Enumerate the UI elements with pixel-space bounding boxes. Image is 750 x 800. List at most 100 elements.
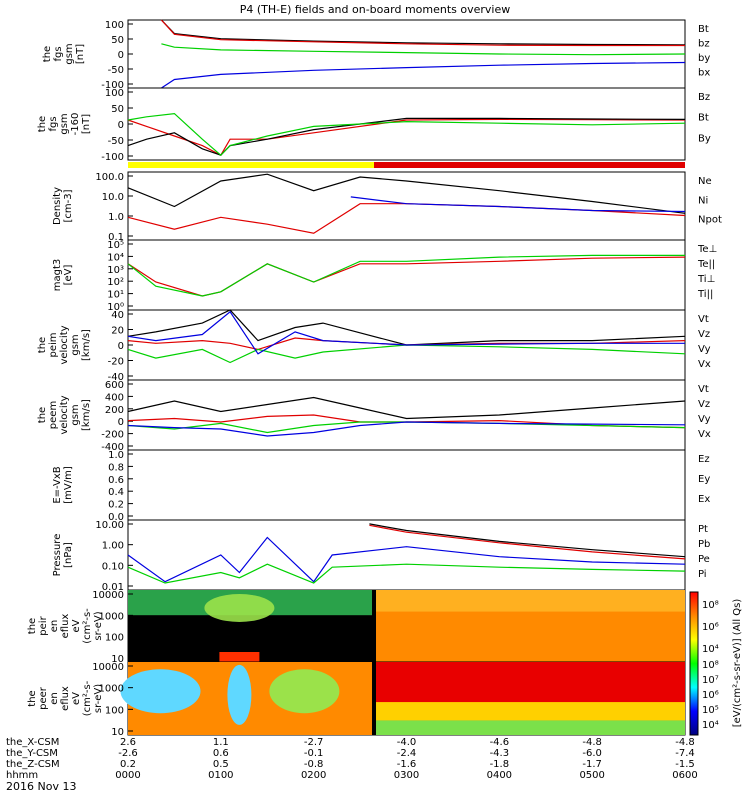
y-axis-label: gsm — [64, 43, 75, 64]
y-axis-label: fgs — [48, 116, 59, 131]
y-axis-label: peem — [48, 401, 59, 429]
ephemeris-value: -0.8 — [304, 759, 324, 770]
ephemeris-value: 0400 — [487, 770, 512, 781]
y-axis-label: eflux — [60, 686, 71, 711]
legend-entry: Vz — [698, 329, 710, 340]
y-tick-label: 100 — [105, 20, 124, 31]
panel-frame — [127, 239, 686, 311]
y-tick-label: 10000 — [92, 590, 124, 601]
legend-entry: Bt — [698, 113, 709, 124]
y-tick-label: 10³ — [107, 265, 124, 276]
y-axis-label: the — [42, 46, 53, 62]
legend-entry: Ne — [698, 176, 712, 187]
legend-entry: Pt — [698, 524, 708, 535]
y-tick-label: 10¹ — [107, 290, 124, 301]
ephemeris-table: the_X-CSM 2.6 1.1 -2.7 -4.0 -4.6 -4.8 -4.8 the_Y… — [6, 737, 698, 781]
y-tick-label: 10² — [107, 277, 124, 288]
panel-efield — [127, 449, 686, 521]
colorbar-tick: 10⁷ — [702, 675, 719, 686]
colorbar — [689, 591, 699, 736]
peir-hot-spot — [219, 652, 260, 662]
peer-cyan-1 — [120, 669, 201, 714]
y-axis-label: E=-VxB — [52, 466, 63, 503]
series-line-Vy — [127, 344, 686, 364]
y-tick-label: 100.0 — [95, 172, 124, 183]
colorbar-tick: 10⁵ — [702, 705, 719, 716]
y-tick-label: 1000 — [99, 611, 124, 622]
y-tick-label: 0.1 — [108, 232, 124, 243]
ephemeris-value: -1.7 — [582, 759, 602, 770]
panel-peem-velocity — [127, 379, 686, 451]
legend-entry: Ni — [698, 195, 708, 206]
mode-bar-fast — [374, 162, 685, 168]
legend-entry: Ti⊥ — [697, 274, 715, 285]
series-line-by — [161, 43, 686, 56]
panel-pressure — [127, 519, 686, 591]
data-gap — [372, 590, 377, 662]
y-axis-label: -160 — [70, 113, 81, 136]
y-tick-label: 0.8 — [108, 462, 124, 473]
y-axis-label: gsm — [59, 113, 70, 134]
y-tick-label: 400 — [105, 392, 124, 403]
y-axis-label: eV — [71, 619, 82, 632]
y-tick-label: 0 — [118, 120, 124, 131]
ephemeris-value: -1.6 — [397, 759, 417, 770]
legend-entry: Npot — [698, 215, 722, 226]
y-tick-label: -400 — [101, 442, 124, 453]
y-tick-label: -200 — [101, 430, 124, 441]
y-tick-label: -50 — [108, 65, 124, 76]
y-tick-label: -50 — [108, 136, 124, 147]
legend-entry: Bt — [698, 24, 709, 35]
series-line-Pb — [369, 524, 686, 560]
ephemeris-row-label: the_Z-CSM — [6, 759, 60, 770]
y-axis-label: sr-eV) — [93, 611, 104, 640]
y-axis-label: [km/s] — [81, 329, 92, 361]
y-tick-label: 600 — [105, 380, 124, 391]
ephemeris-value: 1.1 — [213, 737, 229, 748]
panel-temperature — [127, 239, 686, 311]
y-axis-label: magt3 — [52, 259, 63, 292]
y-tick-label: 0.6 — [108, 475, 124, 486]
figure-title: P4 (TH-E) fields and on-board moments ov… — [240, 3, 511, 16]
legend-entry: Vt — [698, 384, 709, 395]
series-line-By — [127, 112, 686, 157]
ephemeris-value: 0.2 — [120, 759, 136, 770]
y-tick-label: 10⁴ — [107, 252, 124, 263]
y-tick-label: 10⁰ — [107, 302, 124, 313]
panel-peim-velocity — [127, 309, 686, 381]
panel-fgs — [127, 19, 686, 89]
colorbar-tick: 10⁶ — [702, 690, 719, 701]
y-axis-label: the — [37, 407, 48, 423]
y-tick-label: -100 — [101, 80, 124, 91]
panel-density — [127, 171, 686, 241]
y-tick-label: 1.0 — [108, 450, 124, 461]
legend-entry: bz — [698, 39, 710, 50]
colorbar-label: [eV/(cm²-s-sr-eV)] (All Qs) — [732, 599, 743, 728]
y-tick-label: -100 — [101, 152, 124, 163]
y-axis-label: eV — [71, 692, 82, 705]
series-line-bx — [161, 61, 686, 89]
y-tick-label: 10⁵ — [107, 240, 124, 251]
legend-entry: Vz — [698, 399, 710, 410]
y-axis-label: (cm²-s- — [82, 680, 93, 716]
ephemeris-value: -0.1 — [304, 748, 324, 759]
ephemeris-value: -4.8 — [582, 737, 602, 748]
ephemeris-value: -4.6 — [490, 737, 510, 748]
ephemeris-value: 0200 — [301, 770, 326, 781]
y-axis-label: [eV] — [63, 265, 74, 286]
y-tick-label: 20 — [111, 326, 124, 337]
legend-entry: Ex — [698, 494, 710, 505]
series-line-Pi — [127, 536, 686, 583]
y-tick-label: 0.01 — [102, 582, 124, 593]
y-axis-label: the — [27, 690, 38, 706]
ephemeris-value: -1.8 — [490, 759, 510, 770]
legend-entry: By — [698, 133, 711, 144]
y-tick-label: 40 — [111, 310, 124, 321]
legend-entry: Vx — [698, 429, 711, 440]
legend-entry: Vy — [698, 414, 711, 425]
legend-entry: Ey — [698, 474, 710, 485]
series-line-Te⊥ — [127, 256, 686, 297]
y-axis-label: eflux — [60, 614, 71, 639]
date-label: 2016 Nov 13 — [6, 780, 76, 793]
series-line-Vt — [127, 309, 686, 346]
